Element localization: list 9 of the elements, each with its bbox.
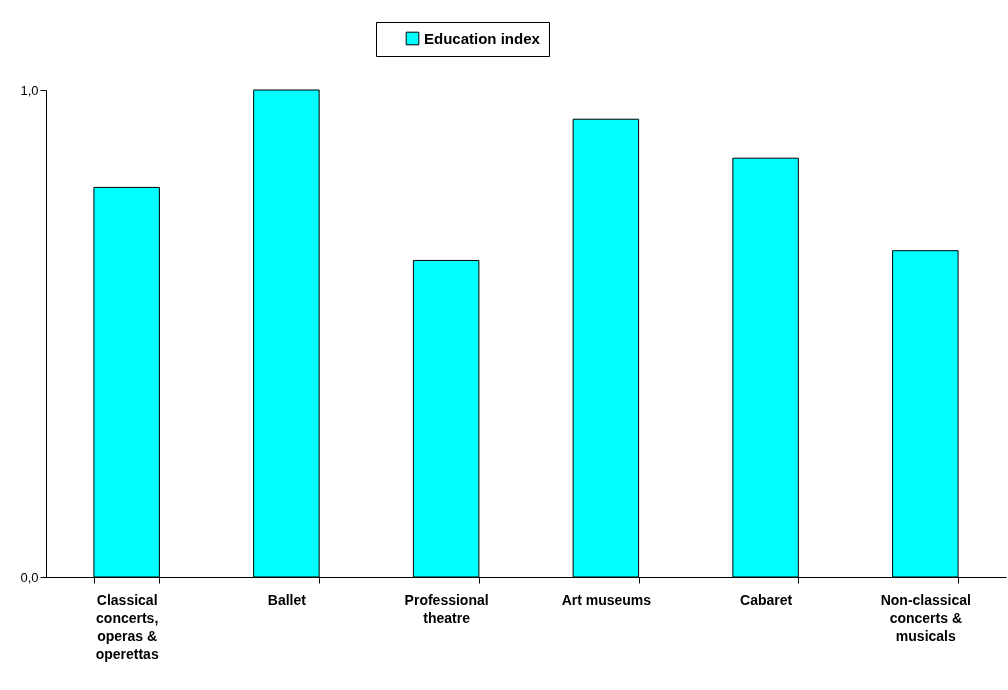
- x-tick-label: Professional theatre: [404, 591, 489, 626]
- x-tick-label: Cabaret: [740, 591, 793, 608]
- x-tick-label: Non-classical concerts & musicals: [880, 591, 971, 644]
- x-tick-label: Classical concerts, operas & operettas: [95, 591, 159, 662]
- x-tick-label: Ballet: [267, 591, 307, 608]
- y-tick-label: 1,0: [20, 82, 39, 98]
- y-tick-label: 0,0: [20, 569, 39, 585]
- x-tick-label: Art museums: [561, 591, 652, 608]
- legend-label: Education index: [424, 29, 541, 47]
